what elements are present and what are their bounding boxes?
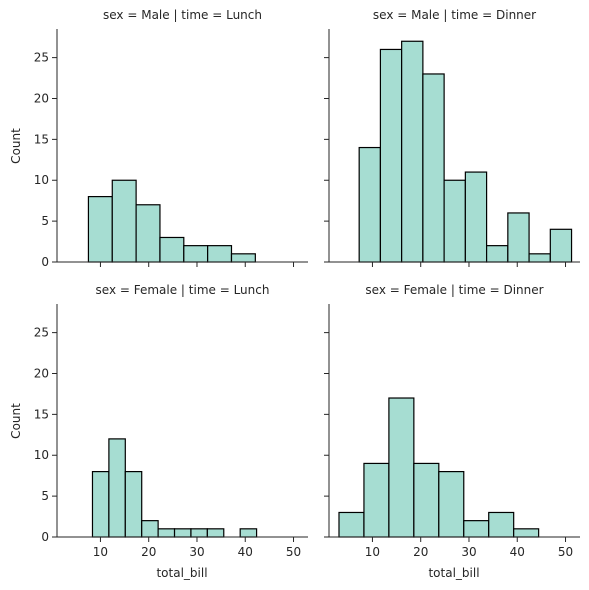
y-tick-label: 15 — [34, 407, 49, 421]
histogram-bar — [230, 253, 256, 263]
y-tick-label: 5 — [41, 214, 49, 228]
x-axis-label-right: total_bill — [428, 566, 479, 580]
x-tick-label: 40 — [510, 545, 525, 559]
y-tick-label: 5 — [41, 489, 49, 503]
facet-panel-4: 10 20 30 40 50 sex = Female | time = Dinner — [324, 283, 580, 559]
x-tick-label: 20 — [141, 545, 156, 559]
histogram-bar — [159, 236, 185, 263]
histogram-bar — [157, 528, 176, 538]
panel-title: sex = Male | time = Dinner — [373, 8, 536, 22]
histogram-bar — [124, 470, 143, 538]
facet-panel-2: sex = Male | time = Dinner — [324, 8, 580, 267]
histogram-bar — [507, 212, 530, 263]
y-axis-label-top: Count — [9, 128, 23, 164]
x-tick-label: 50 — [286, 545, 301, 559]
y-axis-label-bottom: Count — [9, 403, 23, 439]
panel-title: sex = Female | time = Dinner — [365, 283, 543, 297]
y-tick-label: 0 — [41, 255, 49, 269]
histogram-bar — [358, 146, 382, 263]
x-tick-label: 30 — [461, 545, 476, 559]
panel-title: sex = Male | time = Lunch — [103, 8, 262, 22]
x-axis-label-left: total_bill — [156, 566, 207, 580]
y-tick-label: 15 — [34, 132, 49, 146]
y-tick-label: 20 — [34, 91, 49, 105]
y-tick-label: 0 — [41, 530, 49, 544]
histogram-bar — [239, 528, 258, 538]
histogram-bar — [549, 228, 573, 263]
x-tick-label: 10 — [93, 545, 108, 559]
histogram-bar — [528, 253, 551, 263]
histogram-bar — [438, 470, 465, 538]
panel-title: sex = Female | time = Lunch — [96, 283, 270, 297]
histogram-bar — [363, 462, 390, 538]
x-tick-label: 50 — [558, 545, 573, 559]
histogram-bar — [413, 462, 440, 538]
y-tick-label: 25 — [34, 51, 49, 65]
facet-panel-1: 0 5 10 15 20 25 sex = Male | time = Lunch — [34, 8, 308, 269]
x-tick-label: 30 — [189, 545, 204, 559]
y-tick-label: 20 — [34, 366, 49, 380]
histogram-bar — [141, 520, 159, 538]
x-tick-label: 20 — [413, 545, 428, 559]
facet-panel-3: 0 5 10 15 20 25 10 20 30 40 50 sex = Female | time … — [34, 283, 308, 559]
y-tick-label: 10 — [34, 173, 49, 187]
histogram-bar — [464, 171, 488, 263]
histogram-bar — [135, 204, 161, 263]
histogram-bar — [173, 528, 192, 538]
histogram-bar — [513, 528, 540, 538]
histogram-bar — [443, 179, 466, 263]
x-tick-label: 10 — [365, 545, 380, 559]
histogram-bar — [488, 511, 515, 538]
y-tick-label: 10 — [34, 448, 49, 462]
histogram-bar — [485, 245, 509, 263]
histogram-bar — [91, 470, 110, 538]
histogram-bar — [388, 397, 415, 538]
histogram-bar — [379, 48, 403, 263]
histogram-bar — [111, 179, 137, 263]
histogram-bar — [401, 40, 424, 263]
histogram-bar — [422, 73, 445, 263]
histogram-bar — [338, 511, 365, 538]
histogram-bar — [190, 528, 208, 538]
x-tick-label: 40 — [238, 545, 253, 559]
histogram-bar — [87, 195, 113, 263]
y-tick-label: 25 — [34, 326, 49, 340]
histogram-bar — [108, 438, 126, 538]
histogram-bar — [463, 520, 490, 538]
histogram-bar — [183, 245, 209, 263]
histogram-bar — [207, 245, 233, 263]
histogram-bar — [206, 528, 225, 538]
